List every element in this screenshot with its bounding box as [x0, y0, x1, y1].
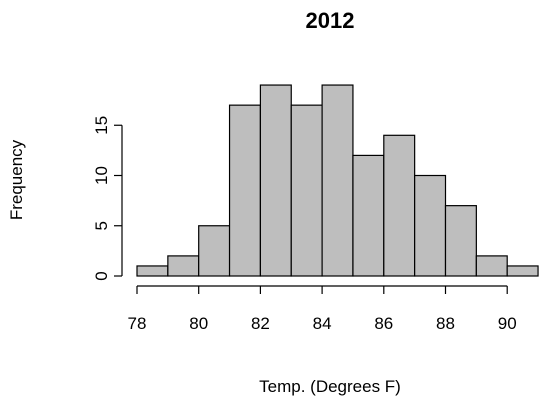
bars-group — [136, 84, 539, 277]
y-axis-label: Frequency — [7, 139, 26, 220]
x-tick-label: 82 — [251, 314, 270, 333]
histogram-bar — [352, 154, 385, 277]
chart-title: 2012 — [306, 8, 355, 33]
histogram-bar — [475, 255, 508, 277]
histogram-bar — [414, 174, 447, 277]
histogram-bar — [167, 255, 200, 277]
y-tick-label: 10 — [92, 166, 111, 185]
x-tick-label: 90 — [498, 314, 517, 333]
histogram-bar — [321, 84, 354, 277]
x-axis: 78 80 82 84 86 88 90 — [128, 285, 517, 333]
x-tick-label: 86 — [374, 314, 393, 333]
x-tick-label: 84 — [313, 314, 332, 333]
x-tick-label: 80 — [189, 314, 208, 333]
x-axis-label: Temp. (Degrees F) — [259, 377, 401, 396]
y-axis: 0 5 10 15 — [92, 116, 123, 281]
histogram-bar — [136, 265, 169, 277]
histogram-bar — [259, 84, 292, 277]
histogram-bar — [383, 134, 416, 277]
histogram-bar — [198, 225, 231, 277]
y-tick-label: 15 — [92, 116, 111, 135]
y-tick-label: 5 — [92, 221, 111, 230]
histogram-bar — [444, 205, 477, 277]
y-tick-label: 0 — [92, 271, 111, 280]
x-tick-label: 78 — [128, 314, 147, 333]
x-tick-label: 88 — [436, 314, 455, 333]
histogram-bar — [506, 265, 539, 277]
histogram-bar — [228, 104, 262, 277]
histogram-bar — [290, 104, 323, 277]
